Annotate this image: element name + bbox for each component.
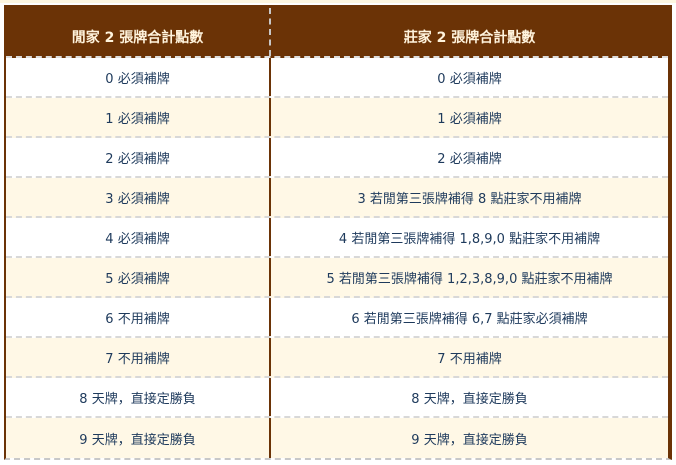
table-row: 0 必須補牌 0 必須補牌: [6, 58, 668, 98]
table-row: 9 天牌，直接定勝負 9 天牌，直接定勝負: [6, 418, 668, 458]
banker-cell: 5 若閒第三張牌補得 1,2,3,8,9,0 點莊家不用補牌: [326, 271, 613, 287]
table-row: 5 必須補牌 5 若閒第三張牌補得 1,2,3,8,9,0 點莊家不用補牌: [6, 258, 668, 298]
table-body: 0 必須補牌 0 必須補牌 1 必須補牌 1 必須補牌 2 必須補牌 2 必須補牌 3 必須…: [6, 58, 668, 458]
table-header: 閒家 2 張牌合計點數 莊家 2 張牌合計點數: [6, 5, 668, 58]
banker-cell: 7 不用補牌: [437, 351, 502, 367]
player-cell: 5 必須補牌: [6, 258, 271, 296]
table-row: 1 必須補牌 1 必須補牌: [6, 98, 668, 138]
player-cell: 9 天牌，直接定勝負: [6, 418, 271, 458]
table-row: 3 必須補牌 3 若閒第三張牌補得 8 點莊家不用補牌: [6, 178, 668, 218]
table-row: 6 不用補牌 6 若閒第三張牌補得 6,7 點莊家必須補牌: [6, 298, 668, 338]
header-banker: 莊家 2 張牌合計點數: [403, 30, 536, 46]
banker-cell: 3 若閒第三張牌補得 8 點莊家不用補牌: [357, 191, 582, 207]
player-cell: 3 必須補牌: [6, 178, 271, 216]
banker-cell: 4 若閒第三張牌補得 1,8,9,0 點莊家不用補牌: [338, 231, 601, 247]
header-player: 閒家 2 張牌合計點數: [6, 8, 271, 56]
player-cell: 6 不用補牌: [6, 298, 271, 336]
table-row: 4 必須補牌 4 若閒第三張牌補得 1,8,9,0 點莊家不用補牌: [6, 218, 668, 258]
player-cell: 0 必須補牌: [6, 58, 271, 96]
baccarat-drawing-rules-table: 閒家 2 張牌合計點數 莊家 2 張牌合計點數 0 必須補牌 0 必須補牌 1 必須…: [4, 5, 672, 460]
player-cell: 8 天牌，直接定勝負: [6, 378, 271, 416]
player-cell: 4 必須補牌: [6, 218, 271, 256]
top-strip: [0, 0, 676, 3]
banker-cell: 0 必須補牌: [437, 71, 502, 87]
table-row: 7 不用補牌 7 不用補牌: [6, 338, 668, 378]
player-cell: 1 必須補牌: [6, 98, 271, 136]
player-cell: 2 必須補牌: [6, 138, 271, 176]
table-row: 2 必須補牌 2 必須補牌: [6, 138, 668, 178]
banker-cell: 9 天牌，直接定勝負: [411, 432, 528, 448]
table-row: 8 天牌，直接定勝負 8 天牌，直接定勝負: [6, 378, 668, 418]
banker-cell: 1 必須補牌: [437, 111, 502, 127]
player-cell: 7 不用補牌: [6, 338, 271, 376]
banker-cell: 8 天牌，直接定勝負: [411, 391, 528, 407]
banker-cell: 6 若閒第三張牌補得 6,7 點莊家必須補牌: [351, 311, 588, 327]
banker-cell: 2 必須補牌: [437, 151, 502, 167]
